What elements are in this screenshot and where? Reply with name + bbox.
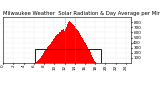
Bar <box>79 33 80 63</box>
Bar <box>58 34 59 63</box>
Bar <box>69 21 70 63</box>
Bar <box>81 37 82 63</box>
Bar <box>66 27 67 63</box>
Bar <box>48 46 49 63</box>
Bar <box>94 61 95 63</box>
Bar <box>50 44 51 63</box>
Bar <box>85 43 86 63</box>
Bar <box>93 59 94 63</box>
Bar <box>67 24 68 63</box>
Bar <box>95 62 96 63</box>
Bar <box>51 42 52 63</box>
Bar <box>35 62 36 63</box>
Bar <box>86 45 87 63</box>
Bar <box>49 45 50 63</box>
Bar <box>68 22 69 63</box>
Bar <box>55 36 56 63</box>
Bar <box>57 34 58 63</box>
Bar <box>72 24 73 63</box>
Bar <box>53 39 54 63</box>
Bar <box>78 31 79 63</box>
Bar <box>73 25 74 63</box>
Bar <box>45 50 46 63</box>
Bar <box>91 55 92 63</box>
Bar <box>80 35 81 63</box>
Bar <box>43 53 44 63</box>
Bar <box>46 49 47 63</box>
Bar <box>76 29 77 63</box>
Bar <box>52 41 53 63</box>
Bar <box>54 37 55 63</box>
Bar <box>70 22 71 63</box>
Bar <box>64 31 65 63</box>
Bar <box>84 42 85 63</box>
Bar <box>90 52 91 63</box>
Bar <box>44 51 45 63</box>
Bar <box>87 47 88 63</box>
Bar <box>47 47 48 63</box>
Bar <box>39 59 40 63</box>
Bar <box>82 38 83 63</box>
Bar <box>65 29 66 63</box>
Bar <box>74 26 75 63</box>
Bar <box>35 49 101 63</box>
Bar <box>56 35 57 63</box>
Bar <box>63 29 64 63</box>
Bar <box>36 62 37 63</box>
Bar <box>42 55 43 63</box>
Bar <box>41 56 42 63</box>
Bar <box>77 30 78 63</box>
Bar <box>61 30 62 63</box>
Bar <box>59 32 60 63</box>
Bar <box>92 57 93 63</box>
Bar <box>83 40 84 63</box>
Bar <box>62 30 63 63</box>
Bar <box>60 32 61 63</box>
Bar <box>89 50 90 63</box>
Text: Milwaukee Weather  Solar Radiation & Day Average per Minute W/m2 (Today): Milwaukee Weather Solar Radiation & Day … <box>3 11 160 16</box>
Bar <box>37 61 38 63</box>
Bar <box>38 60 39 63</box>
Bar <box>88 49 89 63</box>
Bar <box>71 23 72 63</box>
Bar <box>75 28 76 63</box>
Bar <box>40 58 41 63</box>
